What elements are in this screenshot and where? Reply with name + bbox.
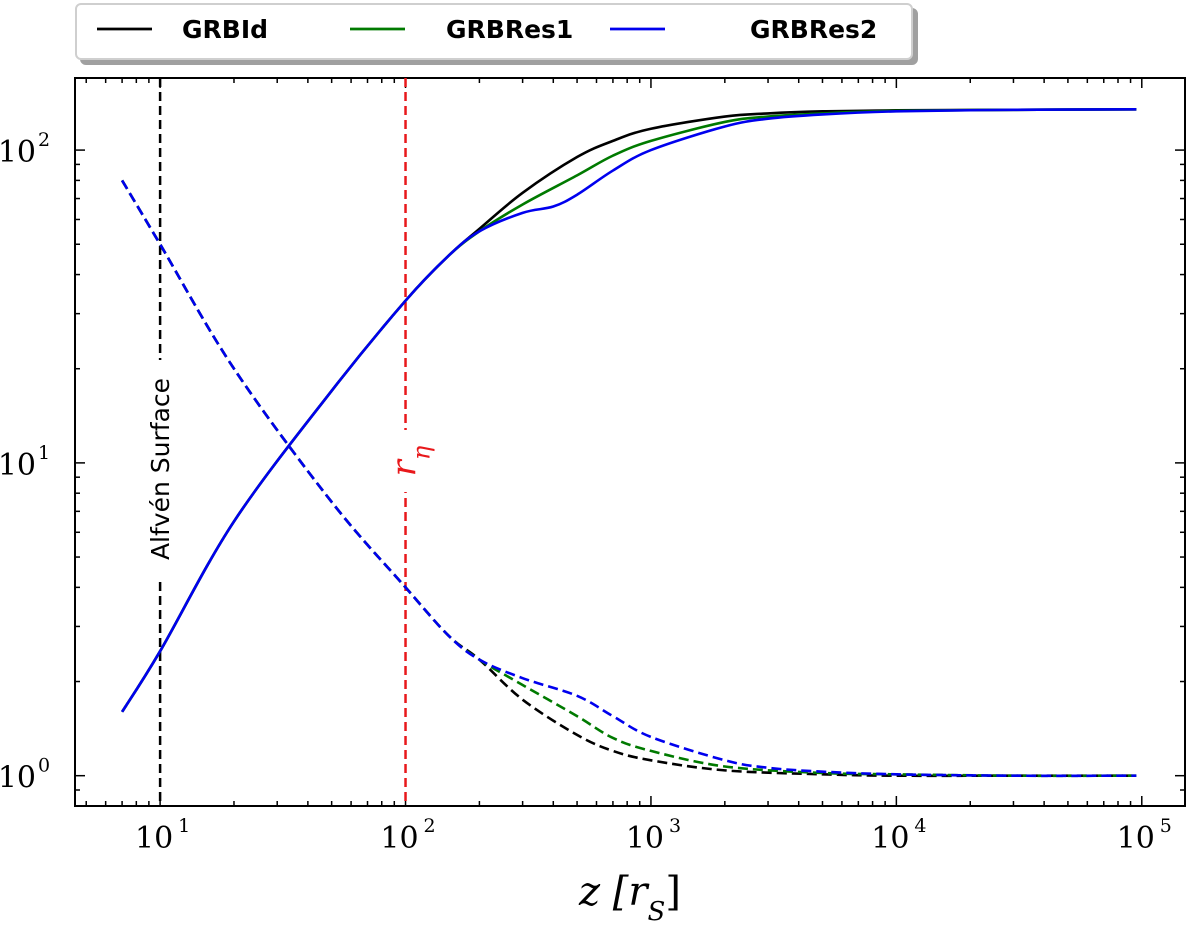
x-tick-exponent: 5 (1160, 815, 1172, 837)
x-axis-label: z [rS] (578, 869, 681, 927)
annotations: Alfvén Surface rη (142, 78, 436, 806)
legend-box (75, 3, 913, 60)
x-tick-label: 10 (871, 821, 909, 856)
alfven-label-bg (142, 360, 179, 578)
series-layer (120, 108, 1137, 778)
x-tick-label: 10 (626, 821, 664, 856)
legend-label-grbres2: GRBRes2 (750, 15, 877, 44)
x-tick-label: 10 (380, 821, 418, 856)
x-tick-exponent: 1 (178, 815, 190, 837)
x-tick-label: 10 (135, 821, 173, 856)
series-grbres1-solid (120, 108, 1137, 713)
axis-ticks (75, 78, 1185, 807)
x-tick-exponent: 2 (424, 815, 436, 837)
y-tick-exponent: 2 (38, 129, 50, 151)
x-tick-exponent: 3 (669, 815, 681, 837)
x-tick-exponent: 4 (914, 815, 926, 837)
legend-label-grbres1: GRBRes1 (446, 15, 573, 44)
legend: GRBId GRBRes1 GRBRes2 (75, 3, 913, 60)
axis-tick-labels: 10 1 10 2 10 3 10 4 10 510 010 110 2 (0, 129, 1172, 856)
series-grbres2-solid (120, 108, 1137, 713)
legend-label-grbid: GRBId (182, 15, 268, 44)
r-eta-label: rη (385, 445, 436, 476)
x-tick-label: 10 (1117, 821, 1155, 856)
r-eta-label-bg (387, 430, 422, 492)
y-tick-label: 10 (0, 761, 36, 796)
y-tick-exponent: 1 (38, 442, 50, 464)
series-grbres2-dashed (120, 179, 1137, 778)
y-tick-label: 10 (0, 135, 36, 170)
y-tick-exponent: 0 (38, 755, 50, 777)
series-grbres1-dashed (120, 179, 1137, 778)
y-tick-label: 10 (0, 448, 36, 483)
plot-frame (74, 77, 1186, 807)
series-grbid-solid (120, 108, 1137, 713)
series-grbid-dashed (120, 179, 1137, 778)
alfven-surface-label: Alfvén Surface (146, 378, 175, 560)
